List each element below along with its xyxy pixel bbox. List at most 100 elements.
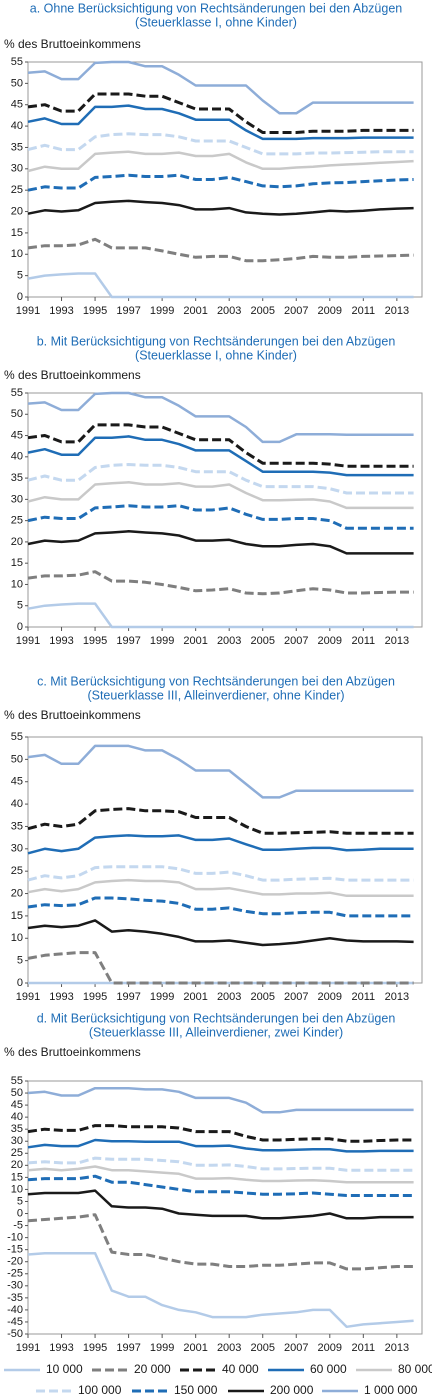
y-tick-label: 25 [11, 865, 23, 877]
y-tick-label: 0 [17, 977, 23, 989]
y-tick-label: 20 [11, 887, 23, 899]
series-line [27, 92, 414, 134]
y-tick-label: 15 [11, 557, 23, 569]
y-tick-label: 0 [17, 1207, 23, 1219]
legend-label: 40 000 [222, 1362, 259, 1376]
x-tick-label: 1999 [150, 305, 174, 317]
y-tick-label: 5 [17, 600, 23, 612]
y-tick-label: 50 [11, 408, 23, 420]
x-tick-label: 2009 [318, 991, 342, 1003]
y-tick-label: 40 [11, 120, 23, 132]
series-line [27, 104, 414, 141]
series-line [27, 919, 414, 947]
y-tick-label: -35 [7, 1292, 23, 1304]
x-tick-label: 2003 [217, 1342, 241, 1354]
x-tick-label: 2001 [183, 1342, 207, 1354]
y-axis-label: % des Bruttoeinkommens [4, 1045, 141, 1059]
x-tick-label: 1997 [116, 991, 140, 1003]
x-tick-label: 1999 [150, 991, 174, 1003]
plot-frame [27, 1080, 423, 1335]
chart-title: c. Mit Berücksichtigung von Rechtsänderu… [37, 674, 395, 688]
y-tick-label: 35 [11, 472, 23, 484]
y-tick-label: 50 [11, 1087, 23, 1099]
x-tick-label: 2007 [284, 305, 308, 317]
y-tick-label: 30 [11, 843, 23, 855]
y-tick-label: 10 [11, 932, 23, 944]
y-tick-label: -20 [7, 1256, 23, 1268]
y-tick-label: 35 [11, 1123, 23, 1135]
x-tick-label: 1993 [49, 305, 73, 317]
series-line [27, 173, 414, 192]
y-tick-label: 10 [11, 1183, 23, 1195]
x-tick-label: 1997 [116, 305, 140, 317]
series-line [27, 504, 414, 530]
x-tick-label: 2007 [284, 635, 308, 647]
x-tick-label: 1991 [16, 635, 40, 647]
y-tick-label: 10 [11, 578, 23, 590]
y-tick-label: 55 [11, 731, 23, 743]
x-tick-label: 1999 [150, 635, 174, 647]
y-tick-label: 5 [17, 270, 23, 282]
y-tick-label: 10 [11, 248, 23, 260]
y-tick-label: 45 [11, 99, 23, 111]
y-tick-label: 15 [11, 910, 23, 922]
series-line [27, 951, 414, 985]
x-tick-label: 1991 [16, 305, 40, 317]
x-tick-label: 1993 [49, 991, 73, 1003]
series-line [27, 481, 414, 510]
y-tick-label: -15 [7, 1244, 23, 1256]
y-tick-label: 5 [17, 955, 23, 967]
series-line [27, 1124, 414, 1143]
x-tick-label: 1995 [83, 1342, 107, 1354]
x-tick-label: 2005 [250, 991, 274, 1003]
legend-label: 100 000 [78, 1383, 122, 1397]
y-tick-label: 55 [11, 387, 23, 399]
y-tick-label: -25 [7, 1268, 23, 1280]
y-axis-label: % des Bruttoeinkommens [4, 37, 141, 51]
legend-label: 1 000 000 [364, 1383, 418, 1397]
series-line [27, 423, 414, 468]
chart-title: (Steuerklasse III, Alleinverdiener, zwei… [89, 1025, 343, 1039]
y-tick-label: 45 [11, 776, 23, 788]
series-line [27, 865, 414, 882]
chart-title: a. Ohne Berücksichtigung von Rechtsänder… [30, 1, 403, 15]
series-line [27, 878, 414, 898]
y-tick-label: 45 [11, 1099, 23, 1111]
y-tick-label: -45 [7, 1316, 23, 1328]
y-tick-label: 20 [11, 1159, 23, 1171]
x-tick-label: 1995 [83, 305, 107, 317]
series-line [27, 199, 414, 216]
series-line [27, 150, 414, 173]
legend-label: 150 000 [174, 1383, 218, 1397]
x-tick-label: 2001 [183, 305, 207, 317]
y-tick-label: -10 [7, 1232, 23, 1244]
x-tick-label: 2001 [183, 991, 207, 1003]
series-line [27, 60, 414, 115]
x-tick-label: 2013 [385, 991, 409, 1003]
series-line [27, 1213, 414, 1271]
y-tick-label: 50 [11, 753, 23, 765]
x-tick-label: 1995 [83, 635, 107, 647]
series-line [27, 463, 414, 495]
y-tick-label: -30 [7, 1280, 23, 1292]
series-line [27, 1138, 414, 1153]
x-tick-label: 1991 [16, 1342, 40, 1354]
series-line [27, 272, 414, 299]
y-tick-label: 25 [11, 184, 23, 196]
x-tick-label: 2013 [385, 635, 409, 647]
x-tick-label: 1991 [16, 991, 40, 1003]
x-tick-label: 2011 [351, 991, 375, 1003]
x-tick-label: 2009 [318, 305, 342, 317]
x-tick-label: 1997 [116, 1342, 140, 1354]
x-tick-label: 2005 [250, 305, 274, 317]
y-tick-label: -50 [7, 1328, 23, 1340]
series-line [27, 834, 414, 855]
series-line [27, 1252, 414, 1329]
chart-title: b. Mit Berücksichtigung von Rechtsänderu… [37, 334, 396, 348]
x-tick-label: 2005 [250, 635, 274, 647]
y-tick-label: 20 [11, 536, 23, 548]
x-tick-label: 2001 [183, 635, 207, 647]
plot-frame [27, 736, 423, 984]
chart-title: (Steuerklasse I, ohne Kinder) [135, 15, 297, 29]
chart-title: d. Mit Berücksichtigung von Rechtsänderu… [37, 1011, 396, 1025]
